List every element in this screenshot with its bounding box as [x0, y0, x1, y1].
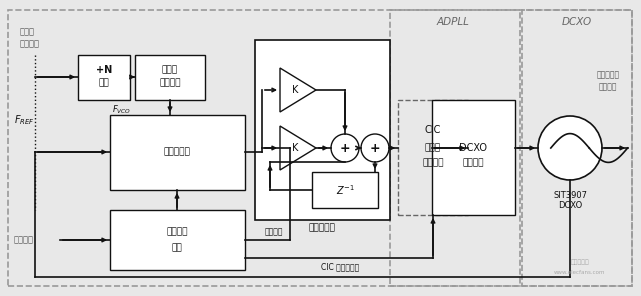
Text: 计数器: 计数器	[162, 65, 178, 75]
Text: +N: +N	[96, 65, 112, 75]
Text: 系统时钟: 系统时钟	[20, 39, 40, 49]
Text: +: +	[340, 141, 351, 155]
Bar	[135, 55, 205, 100]
Text: （可选）: （可选）	[422, 158, 444, 168]
Text: www.elecfans.com: www.elecfans.com	[554, 269, 606, 274]
Bar	[312, 172, 378, 208]
Bar	[255, 40, 390, 220]
Text: 增益控制: 增益控制	[265, 228, 283, 237]
Text: 环路状态: 环路状态	[166, 228, 188, 237]
Text: 滤波器: 滤波器	[425, 144, 441, 152]
Text: 控制: 控制	[172, 244, 183, 252]
Bar	[398, 100, 468, 215]
Text: SIT3907: SIT3907	[553, 192, 587, 200]
Text: $Z^{-1}$: $Z^{-1}$	[335, 183, 354, 197]
Text: 串口转换: 串口转换	[462, 158, 484, 168]
Text: 复位控制: 复位控制	[14, 236, 34, 244]
Text: 抖动清除后: 抖动清除后	[596, 70, 620, 80]
Circle shape	[538, 116, 602, 180]
Bar	[110, 115, 245, 190]
Circle shape	[331, 134, 359, 162]
Text: +: +	[370, 141, 380, 155]
Text: DCXO: DCXO	[459, 143, 487, 153]
Text: 起停控制: 起停控制	[159, 78, 181, 88]
Text: CIC 滤波器控制: CIC 滤波器控制	[321, 263, 359, 271]
Text: 相位累加器: 相位累加器	[163, 147, 190, 157]
Text: DCXO: DCXO	[562, 17, 592, 27]
Text: 分频: 分频	[99, 78, 110, 88]
Bar	[78, 55, 130, 100]
Circle shape	[361, 134, 389, 162]
Bar	[110, 210, 245, 270]
Text: 带抖动: 带抖动	[20, 28, 35, 36]
Text: K: K	[292, 85, 298, 95]
Bar	[432, 100, 515, 215]
Bar	[522, 10, 632, 286]
Text: K: K	[292, 143, 298, 153]
Text: ADPLL: ADPLL	[437, 17, 469, 27]
Text: CIC: CIC	[425, 125, 441, 135]
Text: $F_{VCO}$: $F_{VCO}$	[112, 104, 131, 116]
Text: 电子发烧友: 电子发烧友	[570, 259, 589, 265]
Text: 系统时钟: 系统时钟	[599, 83, 617, 91]
Text: $F_{REF}$: $F_{REF}$	[14, 113, 35, 127]
Text: DCXO: DCXO	[558, 202, 582, 210]
Bar	[390, 10, 520, 286]
Text: 环路滤波器: 环路滤波器	[308, 223, 335, 232]
